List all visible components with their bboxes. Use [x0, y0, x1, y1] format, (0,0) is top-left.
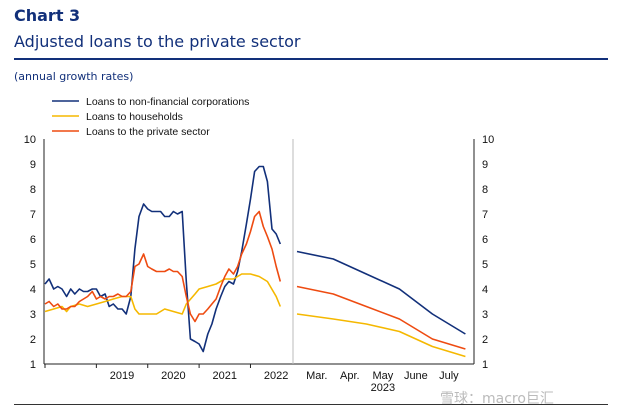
series-line-recent-private: [296, 285, 466, 350]
x-tick-label-2022: 2022: [264, 370, 288, 382]
top-rule: [14, 58, 608, 60]
x-year-label: 2023: [371, 382, 395, 394]
legend-label-private: Loans to the private sector: [86, 126, 210, 138]
x-tick-label-2019: 2019: [110, 370, 134, 382]
y-tick-right-2: 2: [482, 334, 488, 346]
chart-title: Adjusted loans to the private sector: [14, 32, 301, 51]
y-tick-right-4: 4: [482, 284, 488, 296]
series-line-recent-households: [296, 313, 466, 358]
y-tick-left-9: 9: [30, 159, 36, 171]
y-tick-left-6: 6: [30, 234, 36, 246]
x-tick-label-apr: Apr.: [340, 370, 360, 382]
y-tick-left-5: 5: [30, 259, 36, 271]
y-tick-left-2: 2: [30, 334, 36, 346]
series-line-recent-nfc: [296, 250, 466, 335]
y-tick-left-1: 1: [30, 359, 36, 371]
series-line-historical-private: [44, 210, 282, 323]
x-tick-label-2020: 2020: [161, 370, 185, 382]
chart-subtitle: (annual growth rates): [14, 70, 134, 83]
x-tick-label-mar: Mar.: [306, 370, 327, 382]
series-line-historical-households: [44, 273, 282, 315]
y-tick-right-1: 1: [482, 359, 488, 371]
y-tick-right-7: 7: [482, 209, 488, 221]
y-tick-right-5: 5: [482, 259, 488, 271]
x-tick-label-2021: 2021: [213, 370, 237, 382]
watermark: 雪球：macro巨汇: [440, 391, 554, 407]
y-tick-left-10: 10: [24, 134, 36, 146]
y-tick-left-7: 7: [30, 209, 36, 221]
y-tick-right-3: 3: [482, 309, 488, 321]
x-tick-label-may: May: [372, 370, 393, 382]
y-tick-right-10: 10: [482, 134, 494, 146]
y-tick-left-4: 4: [30, 284, 36, 296]
chart-number: Chart 3: [14, 6, 81, 25]
y-tick-right-6: 6: [482, 234, 488, 246]
y-tick-right-8: 8: [482, 184, 488, 196]
y-tick-left-8: 8: [30, 184, 36, 196]
legend-label-households: Loans to households: [86, 111, 183, 123]
y-tick-left-3: 3: [30, 309, 36, 321]
bottom-rule: [14, 404, 608, 405]
x-tick-label-july: July: [439, 370, 459, 382]
legend-label-nfc: Loans to non-financial corporations: [86, 96, 249, 108]
series-line-historical-nfc: [44, 165, 282, 353]
y-tick-right-9: 9: [482, 159, 488, 171]
x-tick-label-june: June: [404, 370, 428, 382]
